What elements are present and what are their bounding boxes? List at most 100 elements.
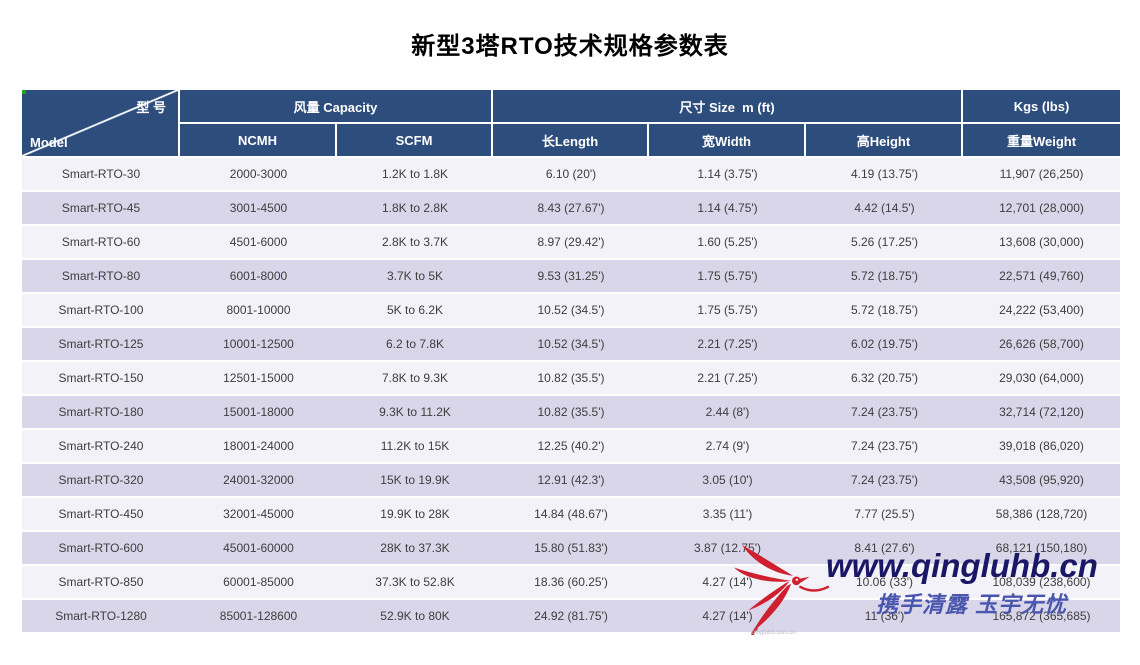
selection-corner-marker (22, 90, 26, 94)
cell-scfm: 7.8K to 9.3K (381, 371, 449, 385)
cell-ncmh: 6001-8000 (229, 269, 288, 283)
cell-scfm: 15K to 19.9K (380, 473, 450, 487)
header-group-kgs: Kgs (lbs) (963, 90, 1120, 122)
cell-ncmh: 2000-3000 (229, 167, 288, 181)
cell-model: Smart-RTO-150 (58, 371, 144, 385)
cell-scfm: 52.9K to 80K (380, 609, 450, 623)
table-row: Smart-RTO-100 8001-10000 5K to 6.2K 10.52 (… (22, 294, 1120, 328)
cell-model: Smart-RTO-30 (61, 167, 141, 181)
cell-length: 10.52 (34.5') (537, 337, 605, 351)
cell-length: 10.82 (35.5') (537, 371, 605, 385)
cell-width: 2.44 (8') (705, 405, 750, 419)
cell-scfm: 6.2 to 7.8K (385, 337, 445, 351)
header-cell-scfm: SCFM (337, 124, 491, 156)
cell-weight: 11,907 (26,250) (999, 167, 1084, 181)
cell-height: 6.02 (19.75') (850, 337, 918, 351)
cell-height: 6.32 (20.75') (850, 371, 918, 385)
table-row: Smart-RTO-850 60001-85000 37.3K to 52.8K 18… (22, 566, 1120, 600)
cell-height: 11 (36') (864, 609, 905, 623)
cell-length: 14.84 (48.67') (534, 507, 608, 521)
cell-scfm: 11.2K to 15K (380, 439, 450, 453)
cell-length: 8.97 (29.42') (537, 235, 605, 249)
table-row: Smart-RTO-30 2000-3000 1.2K to 1.8K 6.10 (2… (22, 158, 1120, 192)
cell-height: 7.24 (23.75') (850, 439, 918, 453)
cell-height: 10.06 (33') (856, 575, 913, 589)
header-cell-length: 长Length (493, 124, 647, 156)
cell-scfm: 37.3K to 52.8K (375, 575, 455, 589)
cell-weight: 39,018 (86,020) (999, 439, 1084, 453)
cell-length: 24.92 (81.75') (534, 609, 608, 623)
cell-model: Smart-RTO-600 (58, 541, 144, 555)
cell-width: 2.21 (7.25') (697, 371, 758, 385)
cell-height: 5.72 (18.75') (850, 269, 918, 283)
header-group-capacity: 风量 Capacity (180, 90, 491, 122)
page-title: 新型3塔RTO技术规格参数表 (411, 33, 729, 60)
cell-ncmh: 10001-12500 (223, 337, 294, 351)
cell-model: Smart-RTO-850 (58, 575, 144, 589)
table-row: Smart-RTO-150 12501-15000 7.8K to 9.3K 10.8… (22, 362, 1120, 396)
spec-table: 型 号 Model 风量 Capacity 尺寸 Size m (ft) Kgs… (22, 90, 1120, 634)
table-row: Smart-RTO-60 4501-6000 2.8K to 3.7K 8.97 (2… (22, 226, 1120, 260)
cell-height: 4.42 (14.5') (854, 201, 915, 215)
cell-model: Smart-RTO-240 (58, 439, 144, 453)
cell-scfm: 2.8K to 3.7K (381, 235, 449, 249)
cell-width: 3.87 (12.75') (693, 541, 761, 555)
header-cell-width: 宽Width (649, 124, 804, 156)
cell-scfm: 1.8K to 2.8K (381, 201, 449, 215)
cell-length: 12.91 (42.3') (537, 473, 605, 487)
cell-weight: 58,386 (128,720) (995, 507, 1088, 521)
cell-model: Smart-RTO-100 (58, 303, 144, 317)
cell-weight: 165,872 (365,685) (992, 609, 1091, 623)
cell-weight: 68,121 (150,180) (995, 541, 1088, 555)
bird-logo-icon (733, 545, 830, 635)
cell-width: 3.35 (11') (702, 507, 753, 521)
cell-weight: 32,714 (72,120) (999, 405, 1084, 419)
cell-model: Smart-RTO-180 (58, 405, 144, 419)
cell-width: 1.14 (3.75') (697, 167, 758, 181)
header-group-size: 尺寸 Size m (ft) (493, 90, 961, 122)
cell-weight: 22,571 (49,760) (999, 269, 1084, 283)
cell-weight: 43,508 (95,920) (999, 473, 1084, 487)
cell-scfm: 19.9K to 28K (380, 507, 450, 521)
cell-weight: 26,626 (58,700) (999, 337, 1084, 351)
cell-model: Smart-RTO-45 (61, 201, 141, 215)
table-row: Smart-RTO-240 18001-24000 11.2K to 15K 12.2… (22, 430, 1120, 464)
table-row: Smart-RTO-320 24001-32000 15K to 19.9K 12.9… (22, 464, 1120, 498)
cell-length: 10.82 (35.5') (537, 405, 605, 419)
cell-ncmh: 45001-60000 (223, 541, 294, 555)
cell-scfm: 9.3K to 11.2K (379, 405, 451, 419)
cell-scfm: 28K to 37.3K (380, 541, 450, 555)
model-label-en: Model (30, 135, 68, 150)
cell-width: 1.75 (5.75') (697, 303, 758, 317)
cell-ncmh: 18001-24000 (223, 439, 294, 453)
table-row: Smart-RTO-1280 85001-128600 52.9K to 80K 24… (22, 600, 1120, 634)
cell-model: Smart-RTO-80 (61, 269, 141, 283)
cell-width: 1.75 (5.75') (697, 269, 758, 283)
cell-width: 3.05 (10') (702, 473, 753, 487)
cell-weight: 29,030 (64,000) (999, 371, 1084, 385)
cell-width: 1.60 (5.25') (697, 235, 758, 249)
cell-ncmh: 60001-85000 (223, 575, 294, 589)
cell-weight: 24,222 (53,400) (999, 303, 1084, 317)
cell-scfm: 5K to 6.2K (386, 303, 444, 317)
cell-model: Smart-RTO-1280 (55, 609, 147, 623)
cell-length: 8.43 (27.67') (537, 201, 605, 215)
cell-length: 6.10 (20') (545, 167, 597, 181)
cell-ncmh: 3001-4500 (229, 201, 288, 215)
cell-ncmh: 24001-32000 (223, 473, 294, 487)
table-body: Smart-RTO-30 2000-3000 1.2K to 1.8K 6.10 (2… (22, 158, 1120, 634)
cell-height: 8.41 (27.6') (854, 541, 915, 555)
table-row: Smart-RTO-450 32001-45000 19.9K to 28K 14.8… (22, 498, 1120, 532)
cell-length: 12.25 (40.2') (537, 439, 605, 453)
cell-width: 2.21 (7.25') (697, 337, 758, 351)
cell-weight: 108,039 (238,600) (992, 575, 1091, 589)
cell-model: Smart-RTO-125 (58, 337, 144, 351)
table-row: Smart-RTO-125 10001-12500 6.2 to 7.8K 10.52… (22, 328, 1120, 362)
table-row: Smart-RTO-45 3001-4500 1.8K to 2.8K 8.43 (2… (22, 192, 1120, 226)
cell-scfm: 1.2K to 1.8K (381, 167, 449, 181)
cell-ncmh: 15001-18000 (223, 405, 294, 419)
cell-ncmh: 32001-45000 (223, 507, 294, 521)
cell-ncmh: 85001-128600 (219, 609, 298, 623)
cell-height: 4.19 (13.75') (850, 167, 918, 181)
